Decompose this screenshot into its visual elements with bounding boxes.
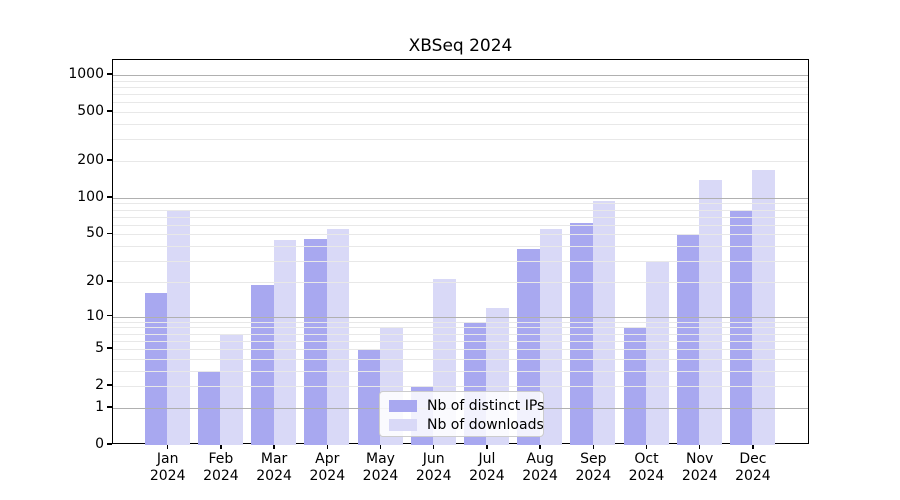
chart-title: XBSeq 2024 [408,36,513,56]
minor-gridline [113,86,808,88]
minor-gridline [113,234,808,236]
minor-gridline [113,80,808,82]
x-tick-mark [326,444,329,449]
x-tick-label-feb: Feb 2024 [203,451,239,484]
x-tick-mark [645,444,648,449]
legend-label-distinct-ips: Nb of distinct IPs [427,397,545,414]
minor-gridline [113,203,808,205]
y-tick-label: 10 [86,307,104,324]
y-tick-label: 100 [77,188,104,205]
x-tick-mark [432,444,435,449]
minor-gridline [113,161,808,163]
x-tick-label-dec: Dec 2024 [735,451,771,484]
x-tick-mark [486,444,488,449]
y-tick-mark [107,347,112,349]
x-tick-label-apr: Apr 2024 [309,451,346,484]
x-tick-label-aug: Aug 2024 [522,451,558,484]
legend-row-downloads: Nb of downloads [380,415,544,434]
minor-gridline [113,327,808,329]
bar-downloads-aug [539,229,563,445]
bar-distinct-ips-apr [304,238,327,445]
y-tick-mark [107,384,112,386]
minor-gridline [113,370,808,372]
x-tick-label-jan: Jan 2024 [149,451,186,484]
minor-gridline [113,124,808,126]
minor-gridline [113,94,808,96]
y-tick-label: 2 [95,377,104,394]
minor-gridline [113,281,808,283]
y-tick-mark [107,280,112,282]
y-tick-label: 1 [95,398,104,415]
minor-gridline [113,139,808,141]
legend-swatch-downloads [389,418,417,431]
x-tick-mark [166,444,169,449]
bar-downloads-mar [273,239,297,445]
bar-downloads-nov [699,180,722,445]
bar-distinct-ips-may [357,349,380,445]
plot-area [112,59,809,445]
y-tick-mark [107,314,112,317]
legend-row-distinct-ips: Nb of distinct IPs [380,396,545,415]
y-tick-mark [107,232,112,235]
bar-downloads-dec [752,169,775,445]
x-tick-label-oct: Oct 2024 [628,451,665,484]
minor-gridline [113,261,808,263]
bar-distinct-ips-mar [251,284,274,445]
x-tick-label-sep: Sep 2024 [575,451,612,484]
major-gridline [113,197,808,199]
major-gridline [113,316,808,318]
minor-gridline [113,216,808,218]
y-tick-label: 500 [77,103,104,120]
bar-downloads-apr [326,229,350,445]
minor-gridline [113,102,808,104]
x-tick-mark [273,444,275,449]
minor-gridline [113,349,808,351]
x-tick-label-mar: Mar 2024 [256,451,292,484]
y-tick-mark [107,73,112,75]
bar-downloads-oct [646,261,669,445]
minor-gridline [113,333,808,335]
bar-distinct-ips-jan [144,293,168,445]
y-tick-mark [107,110,112,112]
y-tick-mark [107,196,112,198]
x-tick-mark [379,444,382,449]
y-tick-mark [107,159,112,161]
legend-swatch-distinct-ips [389,399,417,412]
x-tick-mark [592,444,595,449]
y-tick-label: 0 [95,436,104,452]
minor-gridline [113,358,808,360]
x-tick-mark [752,444,754,449]
y-tick-label: 50 [86,225,104,242]
x-tick-label-jul: Jul 2024 [469,451,505,484]
bar-distinct-ips-nov [676,234,700,445]
y-tick-label: 1000 [68,66,104,83]
y-tick-mark [107,406,112,408]
bar-downloads-feb [220,333,243,445]
y-tick-label: 200 [77,152,104,169]
legend-label-downloads: Nb of downloads [427,416,544,433]
y-tick-label: 5 [95,340,104,357]
minor-gridline [113,246,808,248]
x-tick-label-may: May 2024 [362,451,399,484]
x-tick-mark [698,444,701,449]
minor-gridline [113,112,808,114]
minor-gridline [113,386,808,388]
x-tick-mark [539,444,541,449]
legend: Nb of distinct IPs Nb of downloads [379,391,544,437]
y-tick-mark [107,443,112,445]
x-tick-label-jun: Jun 2024 [415,451,452,484]
y-tick-label: 20 [86,272,104,289]
x-tick-mark [220,444,222,449]
minor-gridline [113,224,808,226]
x-tick-label-nov: Nov 2024 [681,451,718,484]
minor-gridline [113,321,808,323]
minor-gridline [113,209,808,211]
major-gridline [113,75,808,77]
minor-gridline [113,340,808,342]
